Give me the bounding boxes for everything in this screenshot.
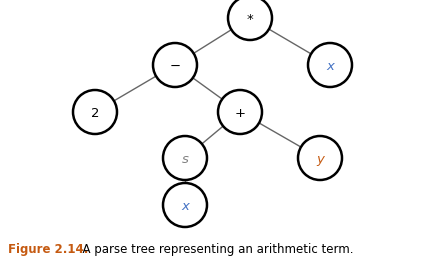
Circle shape	[297, 136, 341, 180]
Circle shape	[227, 0, 271, 40]
Text: s: s	[181, 153, 188, 166]
Text: x: x	[326, 60, 333, 73]
Text: +: +	[234, 107, 245, 120]
Circle shape	[73, 90, 117, 134]
Circle shape	[163, 183, 207, 227]
Text: A parse tree representing an arithmetic term.: A parse tree representing an arithmetic …	[75, 243, 353, 256]
Circle shape	[153, 43, 197, 87]
Circle shape	[307, 43, 351, 87]
Text: Figure 2.14.: Figure 2.14.	[8, 243, 88, 256]
Circle shape	[163, 136, 207, 180]
Text: y: y	[316, 153, 323, 166]
Circle shape	[217, 90, 261, 134]
Text: *: *	[246, 13, 253, 26]
Text: x: x	[181, 200, 188, 213]
Text: −: −	[169, 60, 180, 73]
Text: 2: 2	[91, 107, 99, 120]
